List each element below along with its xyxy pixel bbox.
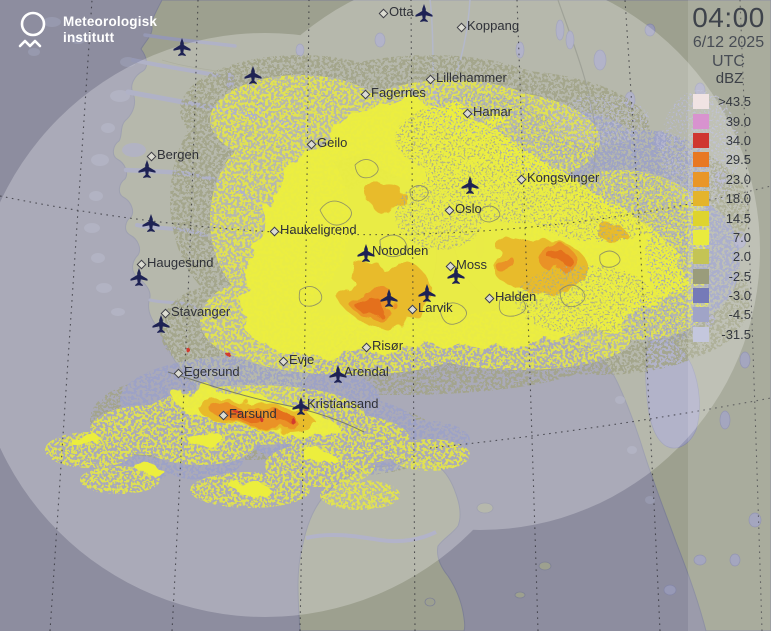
city-label: Bergen	[157, 147, 199, 162]
airplane-icon	[380, 289, 398, 307]
org-name: Meteorologisk institutt	[63, 14, 157, 46]
legend-row: -2.5	[688, 267, 771, 286]
legend-rows: >43.5 39.0 34.0 29.5 23.0 18.0 14.5 7.0 2.0 -2.5 -…	[688, 92, 771, 344]
legend-value: 2.0	[732, 249, 751, 265]
city-label: Lillehammer	[436, 70, 507, 85]
legend-value: 29.5	[725, 152, 751, 168]
terrain-contours	[167, 159, 621, 433]
precip-mixed-speckle	[395, 90, 740, 345]
legend-row: 14.5	[688, 208, 771, 227]
legend-value: -4.5	[728, 307, 751, 323]
airplane-icon	[173, 38, 191, 56]
city-label: Hamar	[473, 104, 513, 119]
legend-row: 39.0	[688, 111, 771, 130]
legend-swatch	[693, 307, 709, 323]
city-label: Oslo	[455, 201, 482, 216]
legend-value: -31.5	[721, 326, 751, 342]
airplane-icon	[461, 176, 479, 194]
legend-swatch	[693, 229, 709, 245]
legend-value: 23.0	[725, 171, 751, 187]
city-label: Risør	[372, 338, 404, 353]
legend-value: 14.5	[725, 210, 751, 226]
city-label: Haukeligrend	[280, 222, 357, 237]
legend-row: 18.0	[688, 189, 771, 208]
timezone-display: UTC	[712, 53, 745, 71]
airplane-icon	[329, 365, 347, 383]
airplane-icon	[418, 284, 436, 302]
city-label: Larvik	[418, 300, 453, 315]
airplane-icon	[138, 160, 156, 178]
legend-swatch	[693, 171, 709, 187]
legend-swatch	[693, 152, 709, 168]
legend-swatch	[693, 132, 709, 148]
legend-row: -3.0	[688, 286, 771, 305]
airplane-icon	[447, 266, 465, 284]
city-label: Stavanger	[171, 304, 231, 319]
airplane-icon	[357, 244, 375, 262]
legend-swatch	[693, 94, 709, 110]
legend-row: 23.0	[688, 170, 771, 189]
city-label: Geilo	[317, 135, 348, 150]
org-name-line1: Meteorologisk	[63, 14, 158, 30]
city-label: Moss	[456, 257, 488, 272]
legend-swatch	[693, 210, 709, 226]
met-logo-icon	[18, 11, 46, 48]
airplane-icon	[152, 315, 170, 333]
coastal-islands	[28, 17, 655, 504]
legend-swatch	[693, 113, 709, 129]
legend-row: -31.5	[688, 325, 771, 344]
airplane-icon	[130, 268, 148, 286]
legend-row: >43.5	[688, 92, 771, 111]
legend-value: >43.5	[718, 94, 751, 110]
timestamp-block: 04:00 6/12 2025 UTC	[686, 3, 771, 71]
legend-row: 34.0	[688, 131, 771, 150]
legend-swatch	[693, 191, 709, 207]
legend-value: 39.0	[725, 113, 751, 129]
city-label: Halden	[495, 289, 537, 304]
city-label: Haugesund	[147, 255, 214, 270]
time-display: 04:00	[692, 2, 765, 33]
limfjord-water	[305, 530, 437, 544]
legend-row: 7.0	[688, 228, 771, 247]
legend-swatch	[693, 249, 709, 265]
airplane-icon	[244, 66, 262, 84]
city-label: Egersund	[184, 364, 240, 379]
city-label: Koppang	[467, 18, 520, 33]
legend-row: -4.5	[688, 305, 771, 324]
city-label: Kongsvinger	[527, 170, 600, 185]
met-institute-logo[interactable]: Meteorologisk institutt	[10, 8, 157, 52]
dbz-legend: dBZ >43.5 39.0 34.0 29.5 23.0 18.0 14.5 7.0 2.0 -…	[688, 70, 771, 344]
legend-title: dBZ	[715, 70, 744, 87]
legend-value: 7.0	[732, 229, 751, 245]
airplane-icon	[142, 214, 160, 232]
legend-value: -3.0	[728, 288, 751, 304]
legend-value: 34.0	[725, 132, 751, 148]
airplane-icon	[292, 397, 310, 415]
legend-swatch	[693, 326, 709, 342]
airplane-icon	[415, 4, 433, 22]
date-display: 6/12 2025	[692, 34, 765, 52]
legend-value: -2.5	[728, 268, 751, 284]
city-label: Farsund	[229, 406, 277, 421]
city-label: Notodden	[372, 243, 429, 258]
city-label: Otta	[389, 4, 414, 19]
legend-row: 29.5	[688, 150, 771, 169]
city-label: Arendal	[344, 364, 389, 379]
city-label: Fagernes	[371, 85, 426, 100]
city-label: Kristiansand	[307, 396, 379, 411]
org-name-line2: institutt	[63, 30, 115, 45]
legend-row: 2.0	[688, 247, 771, 266]
legend-swatch	[693, 288, 709, 304]
legend-value: 18.0	[725, 191, 751, 207]
kattegat-islands	[424, 502, 552, 607]
legend-swatch	[693, 268, 709, 284]
city-label: Evje	[289, 352, 315, 367]
